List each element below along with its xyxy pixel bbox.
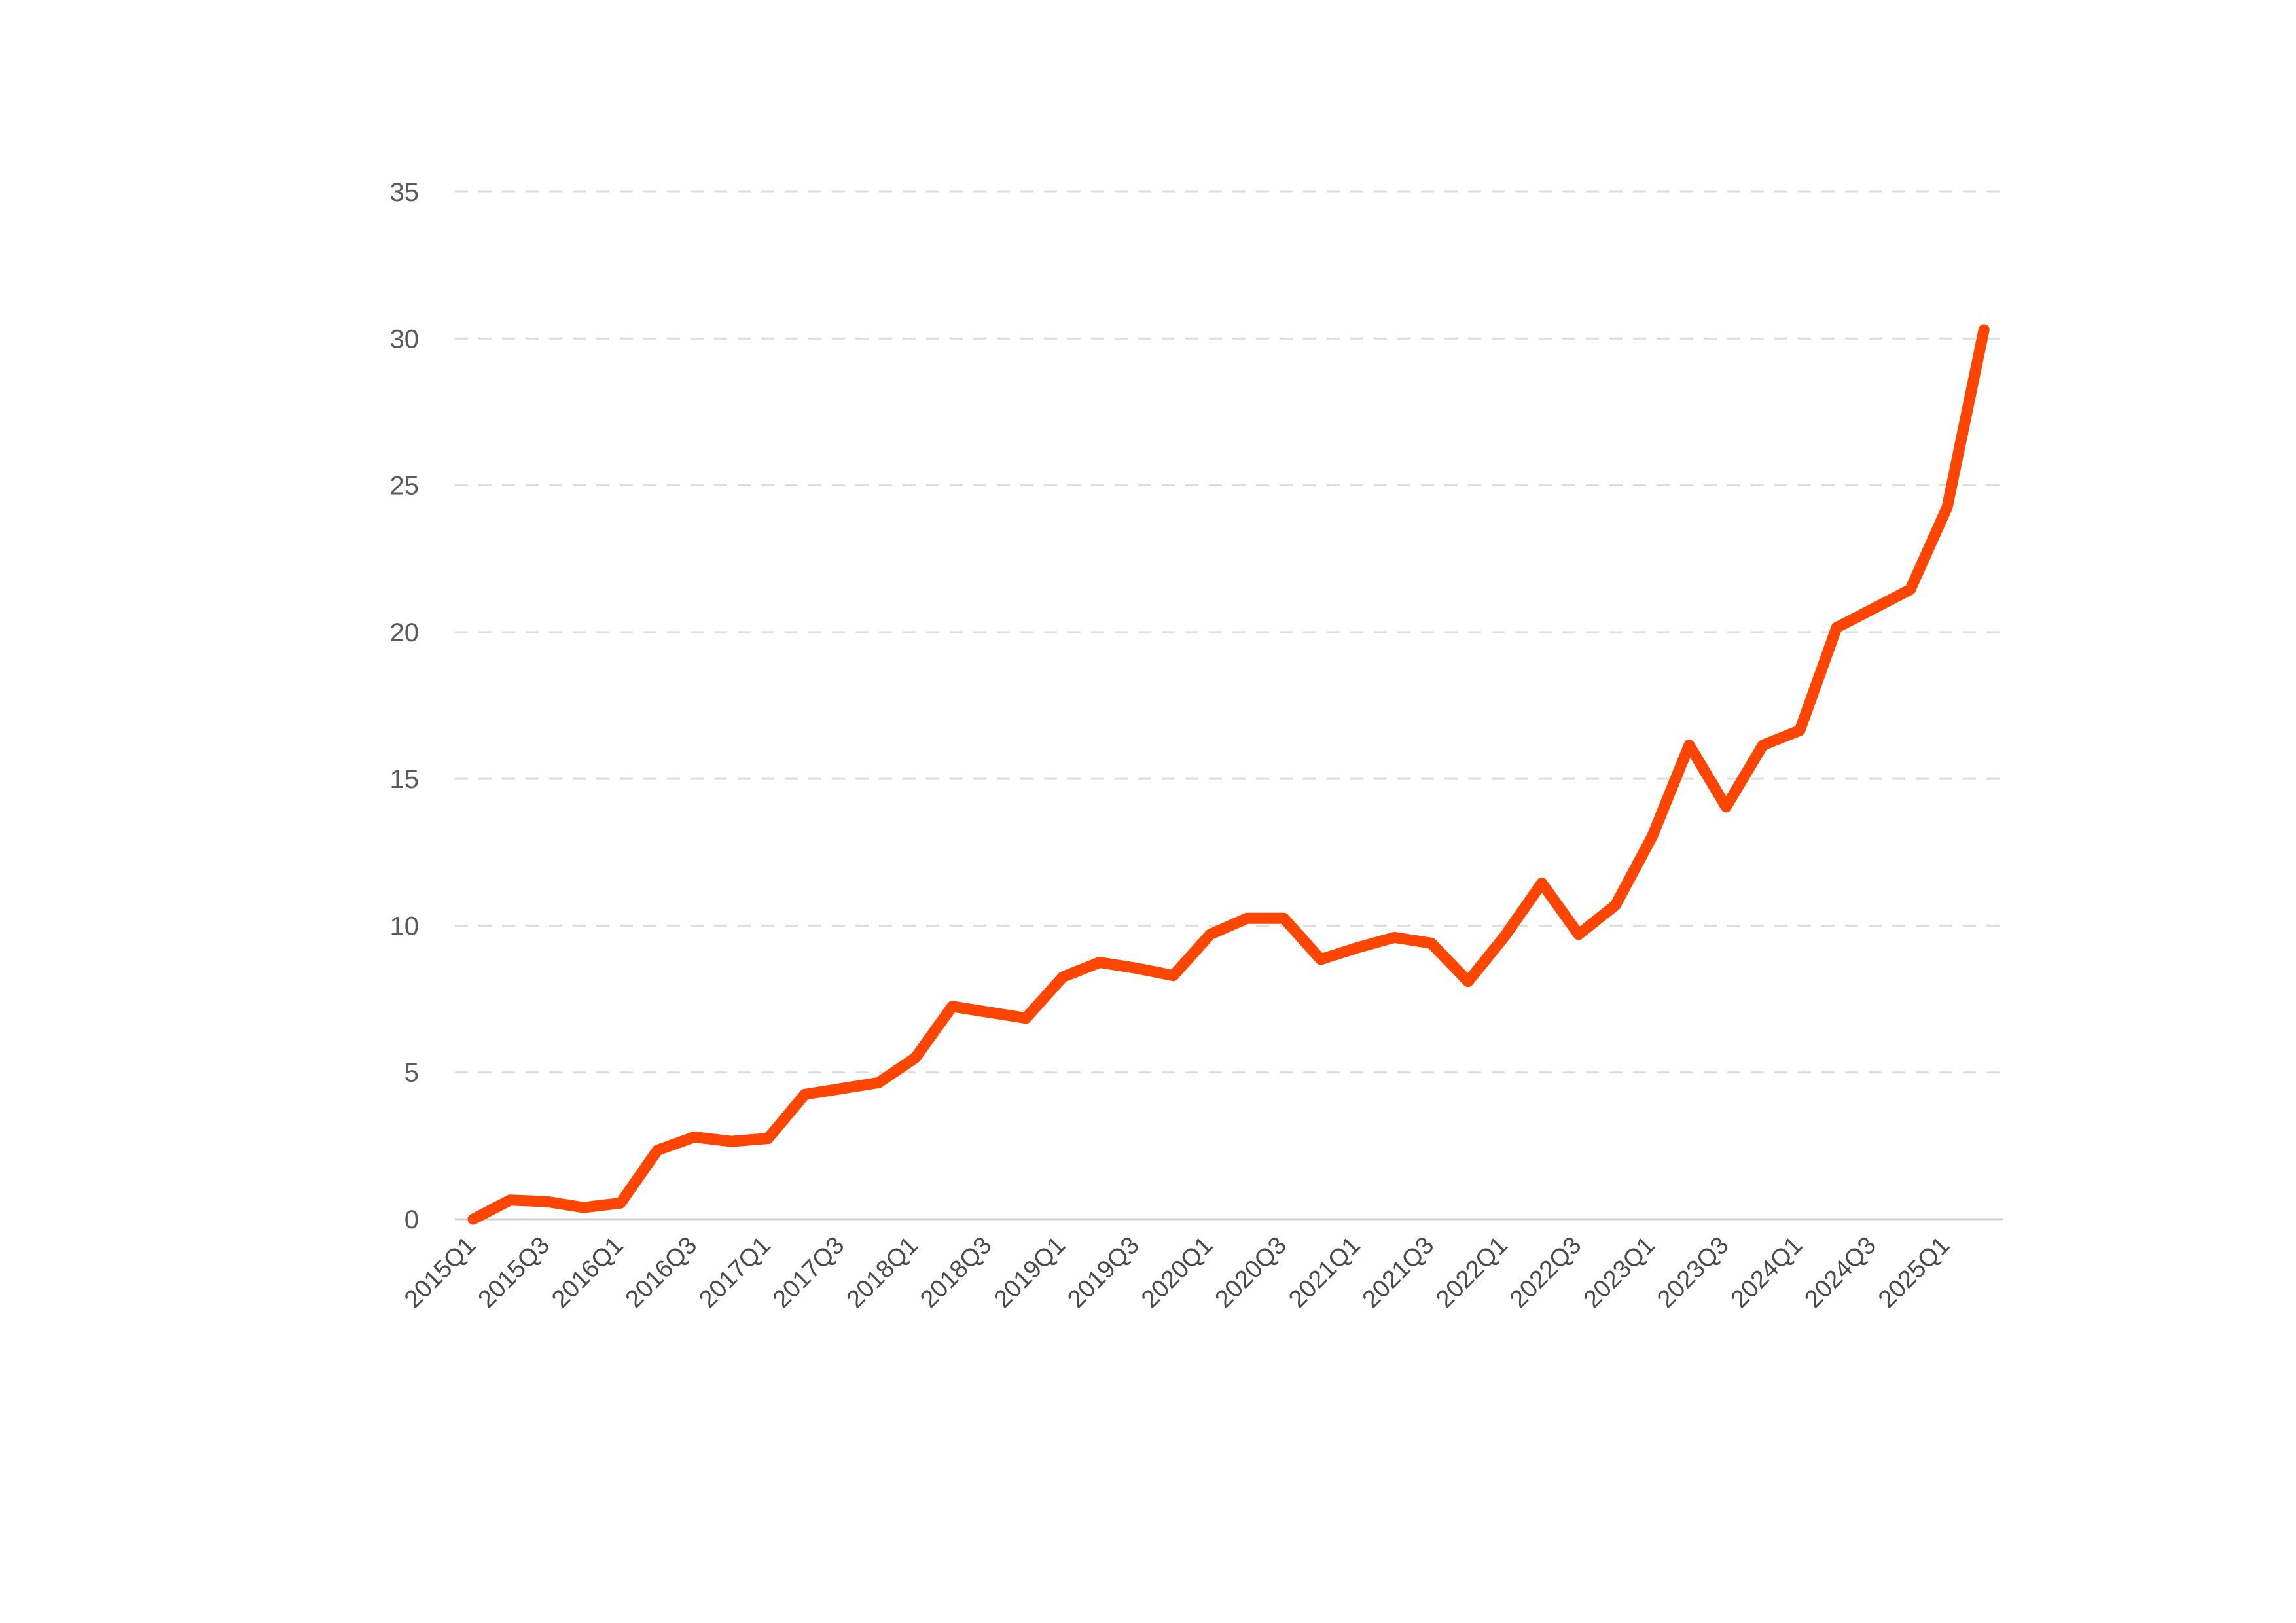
x-tick-label: 2016Q3 xyxy=(620,1232,702,1313)
y-tick-label: 5 xyxy=(404,1059,419,1088)
x-tick-label: 2016Q1 xyxy=(547,1232,628,1313)
x-tick-label: 2024Q1 xyxy=(1726,1232,1808,1313)
x-tick-label: 2024Q3 xyxy=(1799,1232,1881,1313)
series-line-0 xyxy=(467,324,1990,1225)
x-tick-label: 2022Q1 xyxy=(1431,1232,1513,1313)
y-tick-label: 35 xyxy=(390,178,420,207)
x-tick-label: 2019Q1 xyxy=(989,1232,1071,1313)
grid-lines xyxy=(455,190,2003,1074)
x-tick-label: 2022Q3 xyxy=(1505,1232,1587,1313)
x-tick-label: 2017Q1 xyxy=(694,1232,776,1313)
x-tick-label: 2025Q1 xyxy=(1873,1232,1955,1313)
y-tick-label: 20 xyxy=(390,618,420,647)
x-tick-label: 2018Q3 xyxy=(915,1232,997,1313)
x-tick-label: 2023Q3 xyxy=(1652,1232,1734,1313)
x-tick-label: 2015Q3 xyxy=(473,1232,555,1313)
x-tick-label: 2015Q1 xyxy=(399,1232,481,1313)
x-tick-label: 2019Q3 xyxy=(1062,1232,1144,1313)
x-axis-tick-labels: 2015Q12015Q32016Q12016Q32017Q12017Q32018… xyxy=(399,1232,1955,1313)
x-tick-label: 2017Q3 xyxy=(768,1232,850,1313)
y-tick-label: 0 xyxy=(404,1205,419,1234)
x-tick-label: 2020Q1 xyxy=(1136,1232,1218,1313)
y-axis-tick-labels: 0 5 10 15 20 25 30 35 xyxy=(390,178,420,1234)
y-tick-label: 15 xyxy=(390,765,420,794)
x-tick-label: 2020Q3 xyxy=(1210,1232,1292,1313)
y-tick-label: 30 xyxy=(390,325,420,353)
x-tick-label: 2023Q1 xyxy=(1579,1232,1660,1313)
x-tick-label: 2018Q1 xyxy=(842,1232,924,1313)
series-lines xyxy=(467,324,1990,1225)
y-tick-label: 10 xyxy=(390,912,420,940)
x-tick-label: 2021Q3 xyxy=(1357,1232,1439,1313)
x-tick-label: 2021Q1 xyxy=(1283,1232,1365,1313)
y-tick-label: 25 xyxy=(390,472,420,501)
